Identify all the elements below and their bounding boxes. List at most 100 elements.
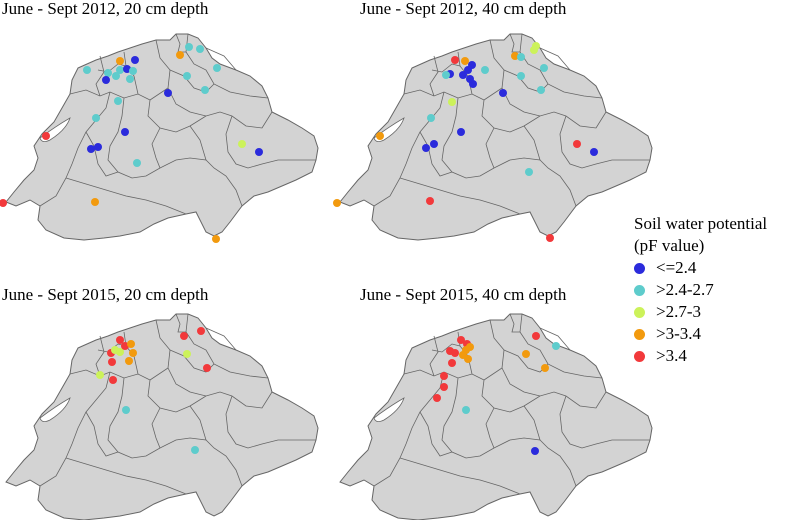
station-marker bbox=[440, 383, 448, 391]
station-marker bbox=[102, 76, 110, 84]
station-marker bbox=[468, 61, 476, 69]
legend-label: >2.4-2.7 bbox=[656, 280, 714, 299]
station-marker bbox=[517, 72, 525, 80]
station-marker bbox=[426, 197, 434, 205]
station-marker bbox=[430, 140, 438, 148]
station-marker bbox=[499, 89, 507, 97]
station-marker bbox=[451, 349, 459, 357]
panel-title-2015-40cm: June - Sept 2015, 40 cm depth bbox=[360, 285, 567, 304]
station-marker bbox=[440, 372, 448, 380]
station-marker bbox=[459, 71, 467, 79]
station-marker bbox=[457, 336, 465, 344]
station-marker bbox=[108, 358, 116, 366]
station-marker bbox=[114, 97, 122, 105]
station-marker bbox=[164, 89, 172, 97]
station-marker bbox=[525, 168, 533, 176]
station-marker bbox=[433, 394, 441, 402]
station-marker bbox=[116, 66, 124, 74]
station-marker bbox=[201, 86, 209, 94]
legend-swatch bbox=[634, 350, 645, 362]
station-marker bbox=[127, 340, 135, 348]
station-marker bbox=[212, 235, 220, 243]
station-marker bbox=[464, 355, 472, 363]
station-marker bbox=[94, 143, 102, 151]
station-marker bbox=[191, 446, 199, 454]
station-marker bbox=[448, 359, 456, 367]
station-marker bbox=[451, 56, 459, 64]
station-marker bbox=[183, 350, 191, 358]
station-marker bbox=[511, 52, 519, 60]
switzerland-map-2012-20cm bbox=[5, 33, 319, 241]
station-marker bbox=[183, 72, 191, 80]
station-marker bbox=[116, 336, 124, 344]
station-marker bbox=[466, 343, 474, 351]
station-marker bbox=[422, 144, 430, 152]
station-marker bbox=[126, 75, 134, 83]
station-marker bbox=[522, 350, 530, 358]
legend-swatch bbox=[634, 306, 645, 318]
legend-label: >2.7-3 bbox=[656, 302, 701, 321]
station-marker bbox=[457, 128, 465, 136]
station-marker bbox=[185, 43, 193, 51]
station-marker bbox=[333, 199, 341, 207]
station-marker bbox=[0, 199, 7, 207]
station-marker bbox=[540, 64, 548, 72]
station-marker bbox=[532, 42, 540, 50]
station-marker bbox=[122, 406, 130, 414]
station-marker bbox=[213, 64, 221, 72]
station-marker bbox=[42, 132, 50, 140]
station-marker bbox=[573, 140, 581, 148]
station-marker bbox=[87, 145, 95, 153]
station-marker bbox=[109, 376, 117, 384]
station-marker bbox=[461, 57, 469, 65]
station-marker bbox=[125, 357, 133, 365]
station-marker bbox=[481, 66, 489, 74]
legend-item: <=2.4 bbox=[634, 257, 767, 279]
station-marker bbox=[552, 342, 560, 350]
panel-title-2012-20cm: June - Sept 2012, 20 cm depth bbox=[2, 0, 209, 18]
station-marker bbox=[91, 198, 99, 206]
legend-label: >3-3.4 bbox=[656, 324, 701, 343]
station-marker bbox=[537, 86, 545, 94]
legend-item: >3.4 bbox=[634, 345, 767, 367]
station-marker bbox=[116, 348, 124, 356]
station-marker bbox=[104, 69, 112, 77]
station-marker bbox=[112, 72, 120, 80]
station-marker bbox=[462, 406, 470, 414]
station-marker bbox=[448, 98, 456, 106]
station-marker bbox=[466, 75, 474, 83]
legend-swatch bbox=[634, 262, 645, 274]
station-marker bbox=[238, 140, 246, 148]
station-marker bbox=[121, 128, 129, 136]
station-marker bbox=[376, 132, 384, 140]
station-marker bbox=[131, 56, 139, 64]
station-marker bbox=[590, 148, 598, 156]
station-marker bbox=[96, 371, 104, 379]
station-marker bbox=[541, 364, 549, 372]
station-marker bbox=[196, 45, 204, 53]
switzerland-map-2015-20cm bbox=[5, 313, 319, 520]
legend-subtitle: (pF value) bbox=[634, 236, 705, 255]
panel-title-2015-20cm: June - Sept 2015, 20 cm depth bbox=[2, 285, 209, 304]
station-marker bbox=[180, 332, 188, 340]
station-marker bbox=[517, 53, 525, 61]
legend-title: Soil water potential bbox=[634, 214, 768, 233]
legend-swatch bbox=[634, 328, 645, 340]
legend: Soil water potential (pF value) <=2.4 >2… bbox=[634, 213, 767, 367]
station-marker bbox=[255, 148, 263, 156]
legend-label: <=2.4 bbox=[656, 258, 697, 277]
station-marker bbox=[427, 114, 435, 122]
station-marker bbox=[442, 71, 450, 79]
station-marker bbox=[129, 67, 137, 75]
station-marker bbox=[176, 51, 184, 59]
station-marker bbox=[532, 332, 540, 340]
station-marker bbox=[203, 364, 211, 372]
station-marker bbox=[546, 234, 554, 242]
station-marker bbox=[531, 447, 539, 455]
station-marker bbox=[129, 349, 137, 357]
switzerland-map-2012-40cm bbox=[339, 33, 653, 241]
legend-item: >2.7-3 bbox=[634, 301, 767, 323]
station-marker bbox=[133, 159, 141, 167]
station-marker bbox=[83, 66, 91, 74]
